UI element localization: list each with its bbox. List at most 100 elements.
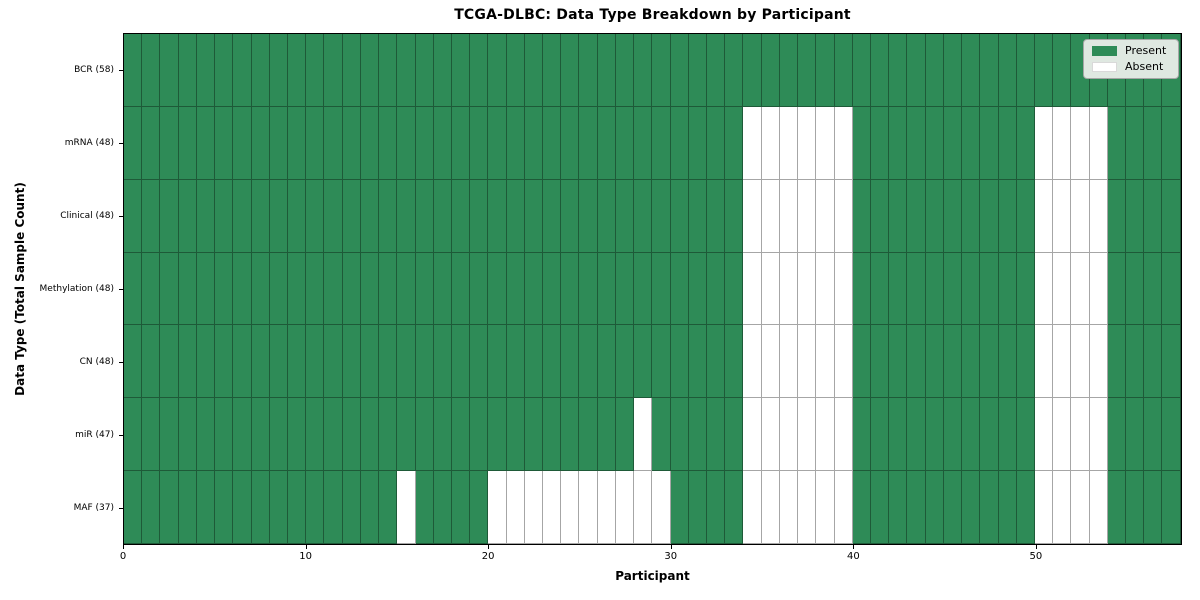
heatmap-cell xyxy=(1162,325,1181,399)
heatmap-cell xyxy=(306,34,325,107)
heatmap-cell xyxy=(561,34,580,107)
heatmap-cell xyxy=(215,325,234,399)
heatmap-cell xyxy=(1089,106,1108,180)
heatmap-cell xyxy=(251,471,270,545)
heatmap-cell xyxy=(615,471,635,545)
heatmap-cell xyxy=(233,398,252,472)
heatmap-cell xyxy=(943,179,963,253)
heatmap-cell xyxy=(889,252,908,326)
heatmap-cell xyxy=(1053,471,1072,545)
heatmap-cell xyxy=(233,179,252,253)
heatmap-cell xyxy=(1144,471,1163,545)
heatmap-cell xyxy=(634,325,653,399)
heatmap-cell xyxy=(998,34,1017,107)
heatmap-cell xyxy=(907,398,926,472)
heatmap-cell xyxy=(287,398,307,472)
y-tick-label: Methylation (48) xyxy=(39,284,114,294)
heatmap-cell xyxy=(688,252,707,326)
heatmap-cell xyxy=(634,252,653,326)
heatmap-cell xyxy=(488,252,507,326)
heatmap-cell xyxy=(1034,252,1054,326)
heatmap-cell xyxy=(451,179,471,253)
heatmap-cell xyxy=(907,325,926,399)
heatmap-cell xyxy=(798,34,817,107)
heatmap-cell xyxy=(1089,325,1108,399)
heatmap-cell xyxy=(360,106,380,180)
heatmap-cell xyxy=(124,106,143,180)
heatmap-cell xyxy=(615,106,635,180)
heatmap-cell xyxy=(980,398,999,472)
heatmap-cell xyxy=(980,106,999,180)
y-tick-mark xyxy=(119,215,123,217)
heatmap-cell xyxy=(433,471,452,545)
heatmap-cell xyxy=(1089,179,1108,253)
heatmap-cell xyxy=(1071,471,1090,545)
heatmap-cell xyxy=(287,179,307,253)
x-tick-label: 0 xyxy=(119,551,127,562)
heatmap-cell xyxy=(433,325,452,399)
heatmap-cell xyxy=(1053,34,1072,107)
heatmap-cell xyxy=(251,179,270,253)
heatmap-cell xyxy=(215,398,234,472)
heatmap-cell xyxy=(451,325,471,399)
heatmap-cell xyxy=(1126,471,1145,545)
heatmap-cell xyxy=(925,34,944,107)
y-tick-mark xyxy=(119,362,123,364)
heatmap-cell xyxy=(251,252,270,326)
heatmap-cell xyxy=(215,106,234,180)
heatmap-cell xyxy=(269,325,288,399)
heatmap-cell xyxy=(342,398,361,472)
heatmap-cell xyxy=(615,252,635,326)
heatmap-cell xyxy=(506,34,525,107)
heatmap-cell xyxy=(269,106,288,180)
heatmap-cell xyxy=(998,471,1017,545)
heatmap-cell xyxy=(360,252,380,326)
heatmap-cell xyxy=(379,398,398,472)
heatmap-cell xyxy=(360,398,380,472)
heatmap-cell xyxy=(1107,325,1127,399)
heatmap-cell xyxy=(433,398,452,472)
heatmap-cell xyxy=(488,325,507,399)
heatmap-cell xyxy=(779,252,799,326)
heatmap-cell xyxy=(725,179,744,253)
heatmap-cell xyxy=(506,252,525,326)
heatmap-cell xyxy=(142,398,161,472)
heatmap-cell xyxy=(1089,252,1108,326)
heatmap-cell xyxy=(451,106,471,180)
heatmap-cell xyxy=(142,34,161,107)
heatmap-cell xyxy=(962,471,981,545)
y-tick-label: BCR (58) xyxy=(74,64,114,75)
heatmap-cell xyxy=(761,252,780,326)
heatmap-cell xyxy=(1016,252,1035,326)
heatmap-cell xyxy=(1034,106,1054,180)
heatmap-cell xyxy=(142,471,161,545)
heatmap-cell xyxy=(998,252,1017,326)
heatmap-cell xyxy=(1126,252,1145,326)
heatmap-cell xyxy=(1144,179,1163,253)
heatmap-cell xyxy=(506,325,525,399)
heatmap-cell xyxy=(287,252,307,326)
heatmap-cell xyxy=(579,252,598,326)
heatmap-cell xyxy=(761,398,780,472)
heatmap-cell xyxy=(761,325,780,399)
heatmap-cell xyxy=(324,252,343,326)
heatmap-cell xyxy=(798,106,817,180)
heatmap-cell xyxy=(178,179,197,253)
heatmap-cell xyxy=(324,34,343,107)
heatmap-cell xyxy=(488,179,507,253)
x-tick-label: 40 xyxy=(846,551,860,562)
heatmap-cell xyxy=(816,34,835,107)
heatmap-cell xyxy=(251,325,270,399)
plot-area xyxy=(123,33,1182,545)
heatmap-cell xyxy=(196,252,216,326)
heatmap-cell xyxy=(415,471,434,545)
heatmap-cell xyxy=(324,325,343,399)
heatmap-cell xyxy=(870,106,890,180)
heatmap-cell xyxy=(1034,34,1054,107)
heatmap-cell xyxy=(178,106,197,180)
heatmap-cell xyxy=(160,325,179,399)
heatmap-cell xyxy=(160,252,179,326)
heatmap-cell xyxy=(1126,179,1145,253)
heatmap-cell xyxy=(798,471,817,545)
heatmap-cell xyxy=(688,471,707,545)
